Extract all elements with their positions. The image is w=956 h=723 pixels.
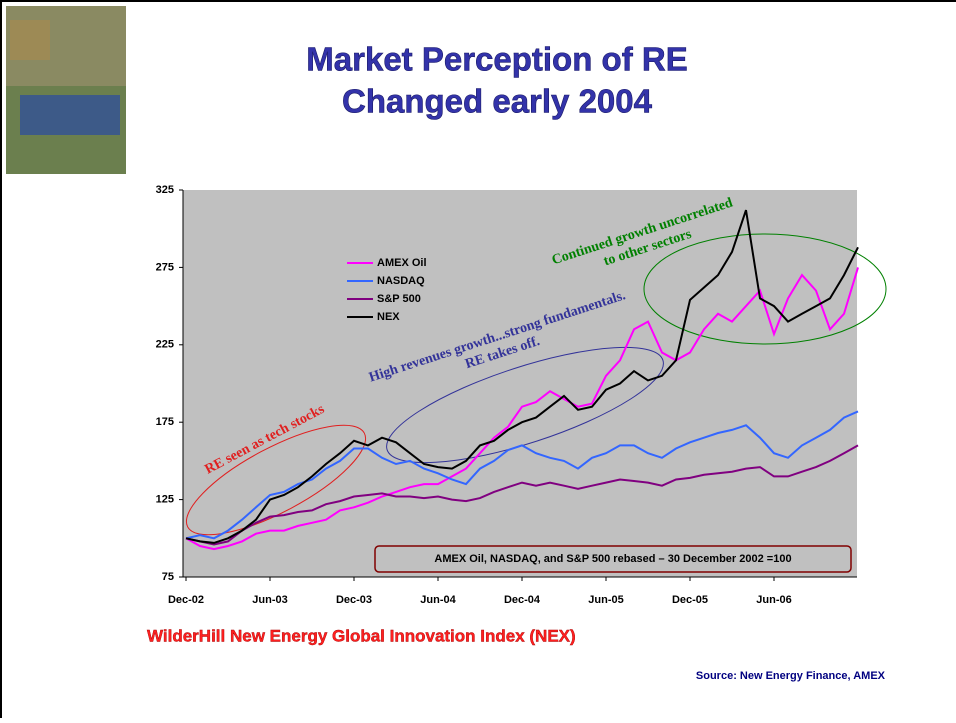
plot-area xyxy=(183,190,857,577)
y-tick-label: 325 xyxy=(156,184,174,196)
y-tick-label: 275 xyxy=(156,261,174,273)
source: Source: New Energy Finance, AMEX xyxy=(696,670,886,682)
x-tick-label: Jun-04 xyxy=(420,594,456,606)
y-tick-label: 225 xyxy=(156,339,174,351)
note: AMEX Oil, NASDAQ, and S&P 500 rebased – … xyxy=(434,553,791,565)
y-tick-label: 125 xyxy=(156,494,174,506)
x-tick-label: Jun-06 xyxy=(756,594,791,606)
legend-label: NEX xyxy=(377,311,400,323)
x-tick-label: Dec-05 xyxy=(672,594,708,606)
legend-label: AMEX Oil xyxy=(377,257,427,269)
slide-title: Changed early 2004 xyxy=(342,83,653,120)
x-tick-label: Jun-03 xyxy=(252,594,287,606)
x-tick-label: Dec-02 xyxy=(168,594,204,606)
footer-title: WilderHill New Energy Global Innovation … xyxy=(147,626,576,645)
legend-label: NASDAQ xyxy=(377,275,425,287)
x-tick-label: Dec-04 xyxy=(504,594,541,606)
x-tick-label: Dec-03 xyxy=(336,594,372,606)
x-tick-label: Jun-05 xyxy=(588,594,623,606)
slide: Market Perception of RE Changed early 20… xyxy=(0,0,956,718)
report-thumbnail xyxy=(6,6,126,174)
slide-title: Market Perception of RE xyxy=(306,41,687,78)
y-tick-label: 175 xyxy=(156,416,174,428)
y-tick-label: 75 xyxy=(162,571,174,583)
legend-label: S&P 500 xyxy=(377,293,421,305)
